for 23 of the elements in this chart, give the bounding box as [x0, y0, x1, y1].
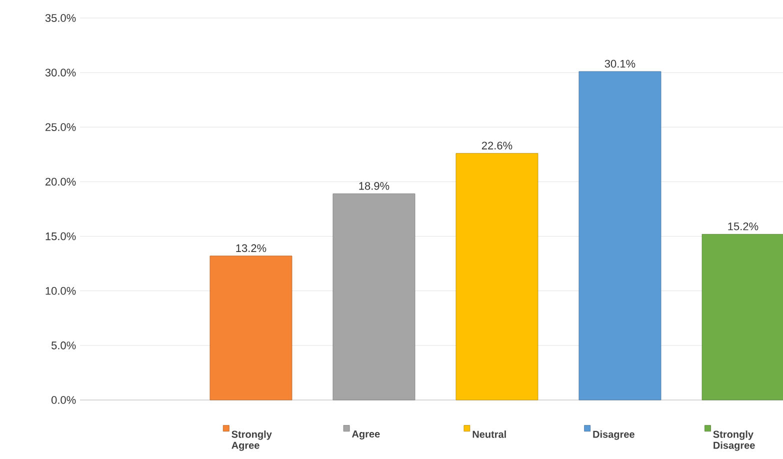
- y-tick-label: 10.0%: [46, 286, 76, 295]
- bar: [332, 194, 416, 400]
- bar: [578, 71, 662, 400]
- y-tick-label: 25.0%: [46, 123, 76, 132]
- legend-label: Strongly Agree: [232, 430, 272, 451]
- bar: [702, 234, 783, 400]
- data-label: 18.9%: [359, 182, 390, 190]
- data-label: 22.6%: [482, 142, 512, 150]
- legend-label: Strongly Disagree: [713, 430, 755, 451]
- bar: [210, 256, 292, 400]
- y-tick-label: 0.0%: [51, 396, 76, 404]
- bar: [456, 153, 538, 400]
- y-tick-label: 30.0%: [45, 68, 76, 76]
- y-tick-label: 35.0%: [45, 14, 76, 22]
- y-tick-label: 15.0%: [46, 232, 76, 240]
- y-tick-label: 5.0%: [52, 342, 76, 350]
- data-label: 13.2%: [236, 244, 266, 252]
- legend-label: Neutral: [472, 430, 506, 438]
- data-label: 15.2%: [728, 222, 758, 230]
- legend-label: Agree: [352, 430, 380, 440]
- data-label: 30.1%: [604, 60, 636, 68]
- legend-label: Disagree: [593, 430, 634, 440]
- y-tick-label: 20.0%: [46, 178, 76, 186]
